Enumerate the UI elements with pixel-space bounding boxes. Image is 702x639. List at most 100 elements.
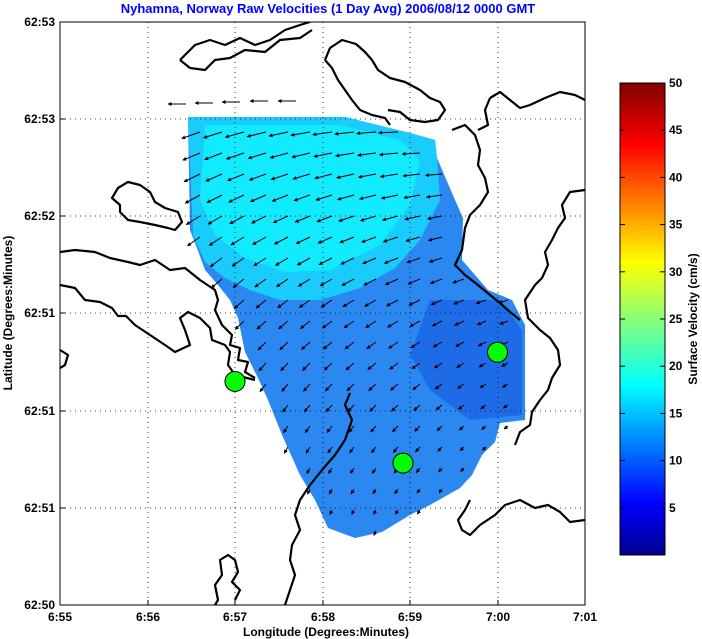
velocity-arrow xyxy=(258,362,267,372)
velocity-arrow xyxy=(431,320,443,327)
radar-station-marker xyxy=(487,341,508,363)
velocity-arrow xyxy=(208,236,223,246)
velocity-arrow xyxy=(405,236,421,243)
velocity-arrow xyxy=(501,383,509,388)
coastline xyxy=(60,22,585,605)
velocity-arrow xyxy=(254,278,267,288)
velocity-arrow xyxy=(367,362,377,371)
velocity-arrow xyxy=(255,299,267,309)
velocity-arrow xyxy=(428,257,443,263)
velocity-arrow xyxy=(410,341,421,349)
x-tick-label: 6:59 xyxy=(398,610,422,624)
velocity-arrow xyxy=(323,362,333,371)
velocity-arrow xyxy=(252,236,267,246)
velocity-arrow xyxy=(415,446,421,453)
colorbar-tick-label: 35 xyxy=(669,218,683,232)
velocity-arrow xyxy=(246,131,267,138)
velocity-arrow xyxy=(425,173,443,178)
velocity-arrow xyxy=(328,467,333,474)
x-tick-labels: 6:55 6:56 6:57 6:58 6:59 7:00 7:01 xyxy=(48,610,597,624)
velocity-arrow xyxy=(351,509,356,515)
velocity-arrow xyxy=(438,467,443,473)
velocity-arrow xyxy=(302,362,311,371)
velocity-arrow xyxy=(211,278,223,289)
velocity-arrow xyxy=(373,530,378,536)
velocity-arrow xyxy=(481,446,487,451)
velocity-arrow xyxy=(204,152,223,161)
colorbar-label: Surface Velocity (cm/s) xyxy=(686,253,700,384)
velocity-arrow xyxy=(304,425,311,433)
velocity-arrow xyxy=(187,236,201,247)
velocity-arrow xyxy=(457,383,465,389)
velocity-arrow xyxy=(303,383,311,392)
colorbar-tick-label: 10 xyxy=(669,454,683,468)
velocity-arrow xyxy=(413,404,421,411)
radar-stations xyxy=(224,341,508,474)
velocity-arrow xyxy=(306,488,311,495)
x-tick-label: 7:01 xyxy=(573,610,597,624)
velocity-arrow xyxy=(207,215,223,225)
velocity-arrow xyxy=(271,194,289,202)
velocity-arrow xyxy=(436,425,443,432)
velocity-arrow xyxy=(205,173,223,182)
velocity-arrow xyxy=(182,152,201,161)
velocity-arrow xyxy=(392,446,399,453)
x-tick-label: 6:57 xyxy=(223,610,247,624)
x-tick-label: 7:00 xyxy=(486,610,510,624)
velocity-arrow xyxy=(385,278,399,286)
velocity-arrow xyxy=(185,215,201,226)
velocity-arrow xyxy=(381,215,399,222)
velocity-arrow xyxy=(384,257,399,264)
velocity-arrow xyxy=(368,383,377,391)
velocity-arrow xyxy=(184,194,201,204)
velocity-arrow xyxy=(430,299,443,306)
velocity-arrow xyxy=(291,152,311,159)
velocity-arrow xyxy=(475,299,487,305)
velocity-arrow xyxy=(320,299,333,308)
velocity-arrow xyxy=(391,404,399,412)
y-tick-label: 62:53 xyxy=(24,112,55,126)
velocity-arrow xyxy=(389,362,399,370)
velocity-arrow xyxy=(406,257,421,264)
velocity-arrow xyxy=(305,446,311,454)
velocity-arrow xyxy=(334,131,355,136)
velocity-arrow xyxy=(380,194,399,200)
velocity-arrow xyxy=(282,404,289,413)
velocity-arrow xyxy=(372,488,377,495)
velocity-arrow xyxy=(358,173,377,179)
velocity-arrow xyxy=(275,257,289,266)
x-tick-label: 6:55 xyxy=(48,610,72,624)
velocity-arrow xyxy=(281,383,289,392)
plot-area xyxy=(60,22,585,605)
velocity-arrow xyxy=(327,446,333,454)
velocity-arrow xyxy=(363,278,377,286)
velocity-arrows xyxy=(167,99,509,536)
velocity-arrow xyxy=(437,446,443,452)
velocity-arrow xyxy=(276,278,289,288)
velocity-arrow xyxy=(283,446,289,454)
velocity-arrow xyxy=(364,299,377,307)
velocity-arrow xyxy=(415,467,421,473)
velocity-arrow xyxy=(278,320,289,330)
radar-station-marker xyxy=(224,370,246,392)
velocity-arrow xyxy=(342,299,355,308)
velocity-arrow xyxy=(259,383,267,393)
velocity-arrow xyxy=(290,131,311,137)
velocity-arrow xyxy=(407,278,421,285)
velocity-arrow xyxy=(357,152,377,157)
y-tick-label: 62:51 xyxy=(24,501,55,515)
colorbar-ticks: 5 10 15 20 25 30 35 40 45 50 xyxy=(620,76,683,515)
velocity-arrow xyxy=(481,425,487,430)
velocity-arrow xyxy=(318,257,333,266)
velocity-arrow xyxy=(203,131,223,139)
velocity-arrow xyxy=(356,131,377,136)
velocity-arrow xyxy=(409,320,421,328)
grid-lines xyxy=(60,22,585,605)
velocity-arrow xyxy=(454,320,465,326)
velocity-arrow xyxy=(403,194,421,200)
velocity-arrow xyxy=(458,425,465,431)
velocity-arrow xyxy=(379,152,399,157)
y-tick-label: 62:50 xyxy=(24,598,55,612)
velocity-arrow xyxy=(249,194,267,203)
